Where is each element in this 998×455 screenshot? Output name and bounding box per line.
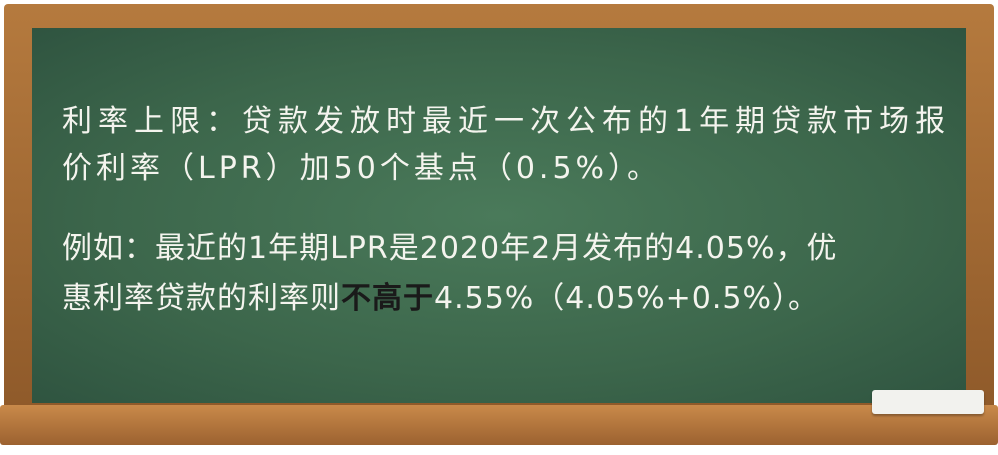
- text: 例如：最近的1年期LPR是2020年2月发布的4.05%，优: [62, 231, 837, 266]
- text: 价利率（LPR）加50个基点（0.5%）。: [62, 151, 661, 186]
- text: 惠利率贷款的利率则: [62, 281, 341, 316]
- text: 利率上限：贷款发放时最近一次公布的1年期贷款市场报: [62, 104, 951, 139]
- text: 4.55%（4.05%+0.5%）。: [434, 281, 819, 316]
- emphasis-text: 不高于: [341, 281, 434, 316]
- text-line: 惠利率贷款的利率则不高于4.55%（4.05%+0.5%）。: [62, 273, 819, 317]
- text-line: 例如：最近的1年期LPR是2020年2月发布的4.05%，优: [62, 223, 837, 267]
- chalk-ledge: [0, 405, 998, 445]
- eraser: [872, 390, 984, 414]
- chalkboard: [32, 28, 966, 403]
- text-line: 利率上限：贷款发放时最近一次公布的1年期贷款市场报: [62, 96, 951, 140]
- page: 利率上限：贷款发放时最近一次公布的1年期贷款市场报 价利率（LPR）加50个基点…: [0, 0, 998, 455]
- text-line: 价利率（LPR）加50个基点（0.5%）。: [62, 143, 661, 187]
